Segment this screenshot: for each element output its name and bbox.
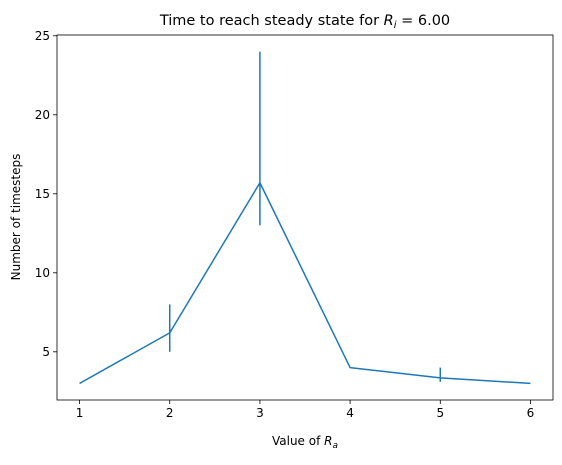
- x-tick-label: 3: [256, 406, 264, 420]
- axes-frame: [56, 34, 554, 401]
- x-axis-label: Value of Ra: [272, 434, 338, 451]
- plot-area: 1 2 3 4 5 6 5 10 15 20 25: [35, 29, 554, 420]
- y-tick-label: 5: [42, 345, 50, 359]
- y-axis-label: Number of timesteps: [9, 154, 23, 281]
- y-tick-label: 10: [35, 266, 50, 280]
- x-tick-label: 1: [76, 406, 84, 420]
- y-tick-label: 20: [35, 108, 50, 122]
- x-tick-label: 6: [527, 406, 535, 420]
- series-line: [79, 181, 531, 385]
- x-tick-label: 4: [346, 406, 354, 420]
- y-tick-label: 15: [35, 187, 50, 201]
- x-tick-label: 2: [166, 406, 174, 420]
- x-tick-label: 5: [436, 406, 444, 420]
- y-tick-label: 25: [35, 29, 50, 43]
- chart-title: Time to reach steady state for Ri = 6.00: [159, 13, 450, 31]
